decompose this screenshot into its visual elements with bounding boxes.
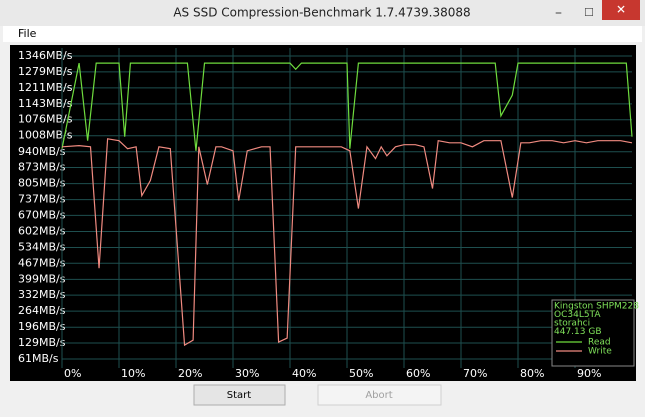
y-tick-label: 1008MB/s [18,129,73,142]
maximize-button[interactable]: ☐ [584,6,594,19]
y-tick-label: 1211MB/s [18,81,73,94]
menu-bar [3,26,642,42]
series-line [61,62,633,151]
close-button[interactable] [602,0,640,20]
y-tick-label: 805MB/s [18,177,66,190]
y-tick-label: 534MB/s [18,240,66,253]
menu-item[interactable]: File [18,27,37,40]
y-tick-label: 196MB/s [18,320,66,333]
y-tick-label: 1279MB/s [18,65,73,78]
start-label: Start [227,390,252,401]
abort-button[interactable] [317,384,442,406]
legend-label: Write [588,347,612,357]
legend-box [551,299,635,367]
x-tick-label: 90% [577,367,601,380]
x-tick-label: 50% [349,367,373,380]
y-tick-label: 602MB/s [18,224,66,237]
close-icon: ✕ [616,3,626,17]
abort-label: Abort [365,390,392,401]
plot-background [10,45,636,381]
x-tick-label: 40% [292,367,316,380]
y-tick-label: 1143MB/s [18,97,73,110]
drive-info: Kingston SHPM228 [554,302,639,312]
x-tick-label: 70% [463,367,487,380]
x-tick-label: 30% [235,367,259,380]
series-line [61,138,633,347]
legend-label: Read [588,338,611,348]
y-tick-label: 332MB/s [18,288,66,301]
x-tick-label: 0% [64,367,81,380]
drive-info: 447.13 GB [554,327,602,337]
y-tick-label: 670MB/s [18,208,66,221]
x-tick-label: 10% [121,367,145,380]
y-tick-label: 1076MB/s [18,113,73,126]
y-tick-label: 873MB/s [18,161,66,174]
y-tick-label: 1346MB/s [18,49,73,62]
minimize-button[interactable]: – [555,5,562,21]
drive-info: OC34L5TA [554,310,601,320]
y-tick-label: 61MB/s [18,352,59,365]
y-tick-label: 467MB/s [18,256,66,269]
title-bar [0,0,645,26]
y-tick-label: 264MB/s [18,304,66,317]
y-tick-label: 940MB/s [18,145,66,158]
start-button[interactable] [193,384,286,406]
y-tick-label: 737MB/s [18,193,66,206]
y-tick-label: 129MB/s [18,336,66,349]
x-tick-label: 20% [178,367,202,380]
window-title: AS SSD Compression-Benchmark 1.7.4739.38… [173,6,470,20]
y-tick-label: 399MB/s [18,272,66,285]
x-tick-label: 80% [520,367,544,380]
x-tick-label: 60% [406,367,430,380]
drive-info: storahci [554,319,590,329]
